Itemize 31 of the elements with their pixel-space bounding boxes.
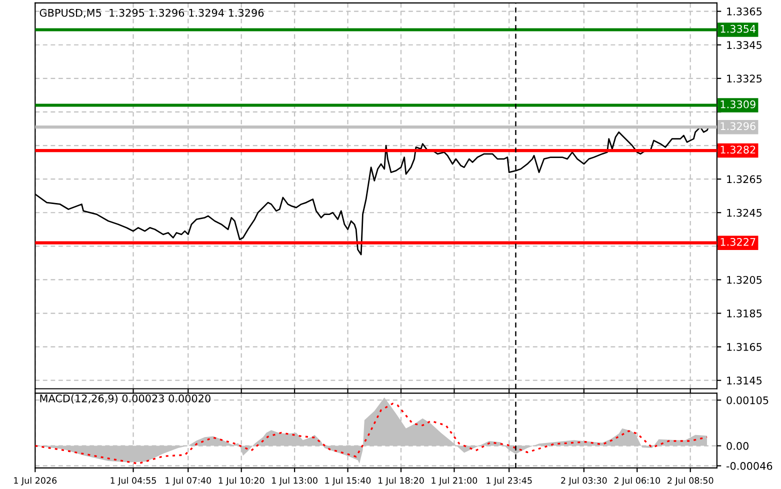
ref-line-label: 1.3227: [720, 238, 756, 246]
x-tick-label: 1 Jul 10:20: [218, 477, 264, 486]
text: GBPUSD,M5 1.3295 1.3296 1.3294 1.3296: [40, 8, 264, 18]
y-tick-label: 1.3245: [727, 208, 762, 217]
ref-line-label: 1.3309: [720, 100, 756, 108]
ref-line-label: 1.3296: [720, 122, 756, 130]
x-tick-label: 2 Jul 08:50: [668, 477, 714, 486]
y-tick-label: 1.3165: [727, 343, 762, 351]
y-tick-label: -0.00046: [726, 462, 772, 470]
y-tick-label: 1.3365: [727, 8, 762, 16]
x-tick-label: 1 Jul 21:00: [432, 477, 478, 486]
y-tick-label: 1.3205: [727, 276, 762, 284]
x-tick-label: 1 Jul 13:00: [272, 477, 318, 486]
y-tick-label: 1.3265: [727, 175, 762, 184]
ref-line-label: 1.3354: [720, 24, 756, 33]
chart-title: MACD(12,26,9) 0.00023 0.00020: [40, 394, 210, 404]
x-tick-label: 1 Jul 18:20: [378, 477, 424, 486]
x-tick-label: 1 Jul 2026: [14, 477, 57, 486]
x-tick-label: 1 Jul 23:45: [486, 477, 532, 486]
x-tick-label: 1 Jul 07:40: [166, 477, 212, 486]
x-tick-label: 2 Jul 06:10: [614, 477, 660, 486]
x-tick-label: 1 Jul 04:55: [110, 477, 156, 486]
y-tick-label: 0.00105: [726, 396, 768, 404]
x-tick-label: 2 Jul 03:30: [561, 477, 607, 486]
y-tick-label: 1.3345: [727, 41, 762, 49]
x-tick-label: 1 Jul 15:40: [325, 477, 371, 486]
y-tick-label: 1.3325: [727, 74, 762, 83]
y-tick-label: 1.3145: [727, 376, 762, 384]
ref-line-label: 1.3282: [720, 146, 756, 154]
y-tick-label: 0.00: [726, 442, 748, 450]
y-tick-label: 1.3185: [727, 309, 762, 318]
